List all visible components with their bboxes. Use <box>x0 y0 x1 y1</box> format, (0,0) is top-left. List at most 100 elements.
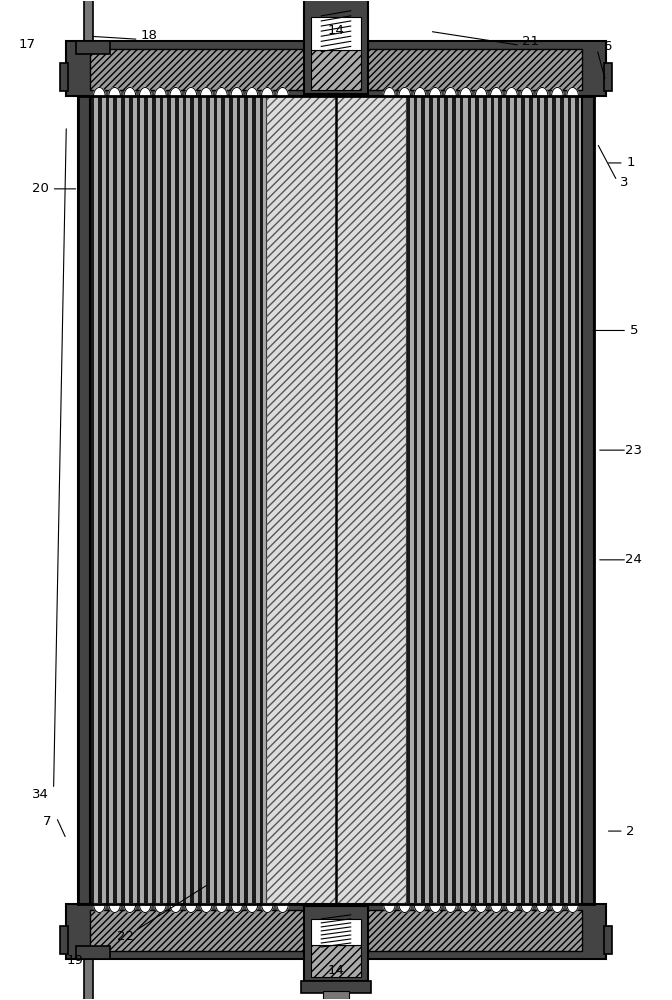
Bar <box>533 97 537 903</box>
Polygon shape <box>414 88 426 96</box>
Bar <box>468 97 471 903</box>
Bar <box>375 97 379 903</box>
Bar <box>517 97 521 903</box>
Text: 7: 7 <box>42 815 51 828</box>
Bar <box>604 63 612 91</box>
Polygon shape <box>231 88 243 96</box>
Bar <box>241 97 245 903</box>
Polygon shape <box>460 904 472 912</box>
Bar <box>529 97 533 903</box>
Text: 22: 22 <box>117 930 134 943</box>
Polygon shape <box>216 88 227 96</box>
Bar <box>498 97 502 903</box>
Text: 19: 19 <box>67 954 83 967</box>
Polygon shape <box>277 88 288 96</box>
Bar <box>233 97 237 903</box>
Bar <box>202 97 206 903</box>
Bar <box>179 97 183 903</box>
Bar <box>156 97 160 903</box>
Bar <box>221 97 225 903</box>
Text: 5: 5 <box>630 324 638 337</box>
Polygon shape <box>93 904 106 912</box>
Bar <box>311 919 361 945</box>
Bar <box>425 97 429 903</box>
Polygon shape <box>155 88 166 96</box>
Bar <box>421 97 425 903</box>
Polygon shape <box>246 904 258 912</box>
Polygon shape <box>261 904 273 912</box>
Text: 3: 3 <box>620 176 628 189</box>
Text: 23: 23 <box>626 444 642 457</box>
Bar <box>456 97 460 903</box>
Bar <box>352 97 355 903</box>
Bar <box>483 97 487 903</box>
Bar <box>429 97 433 903</box>
Bar <box>67 904 605 959</box>
Bar <box>279 97 283 903</box>
Polygon shape <box>521 904 533 912</box>
Bar <box>167 97 171 903</box>
Bar <box>266 96 406 904</box>
Bar <box>560 97 564 903</box>
Polygon shape <box>399 88 411 96</box>
Bar <box>60 63 68 91</box>
Bar <box>210 97 214 903</box>
Bar <box>152 97 156 903</box>
Bar <box>110 97 114 903</box>
Bar <box>575 97 579 903</box>
Bar <box>564 97 568 903</box>
Polygon shape <box>491 88 502 96</box>
Bar <box>548 97 552 903</box>
Bar <box>513 97 517 903</box>
Bar <box>271 97 275 903</box>
Bar <box>311 17 361 50</box>
Bar <box>329 97 333 903</box>
Bar <box>337 97 340 903</box>
Polygon shape <box>566 904 579 912</box>
Bar <box>60 926 68 954</box>
Bar <box>294 97 298 903</box>
Polygon shape <box>552 88 563 96</box>
Polygon shape <box>475 904 487 912</box>
Bar <box>417 97 421 903</box>
Polygon shape <box>109 904 120 912</box>
Bar <box>237 97 241 903</box>
Bar <box>91 96 581 904</box>
Bar <box>491 97 495 903</box>
Polygon shape <box>384 904 395 912</box>
Polygon shape <box>460 88 472 96</box>
Bar <box>579 97 581 903</box>
Bar <box>94 97 98 903</box>
Bar <box>132 97 136 903</box>
Bar <box>267 97 271 903</box>
Bar <box>206 97 210 903</box>
Bar <box>333 97 337 903</box>
Bar <box>84 0 93 41</box>
Polygon shape <box>109 88 120 96</box>
Bar <box>186 97 190 903</box>
Bar <box>217 97 221 903</box>
Polygon shape <box>139 904 151 912</box>
Text: 21: 21 <box>521 35 538 48</box>
Bar <box>502 97 506 903</box>
Bar <box>183 97 186 903</box>
Polygon shape <box>261 88 273 96</box>
Bar <box>67 41 605 96</box>
Polygon shape <box>506 904 517 912</box>
Text: 2: 2 <box>626 825 635 838</box>
Bar <box>101 97 106 903</box>
Polygon shape <box>170 904 181 912</box>
Bar <box>163 97 167 903</box>
Polygon shape <box>506 88 517 96</box>
Bar <box>140 97 144 903</box>
Polygon shape <box>414 904 426 912</box>
Bar <box>225 97 229 903</box>
Bar <box>76 946 110 959</box>
Bar <box>194 97 198 903</box>
Polygon shape <box>124 88 136 96</box>
Bar <box>245 97 248 903</box>
Bar <box>290 97 294 903</box>
Bar <box>444 97 448 903</box>
Bar <box>552 97 556 903</box>
Bar <box>311 945 361 977</box>
